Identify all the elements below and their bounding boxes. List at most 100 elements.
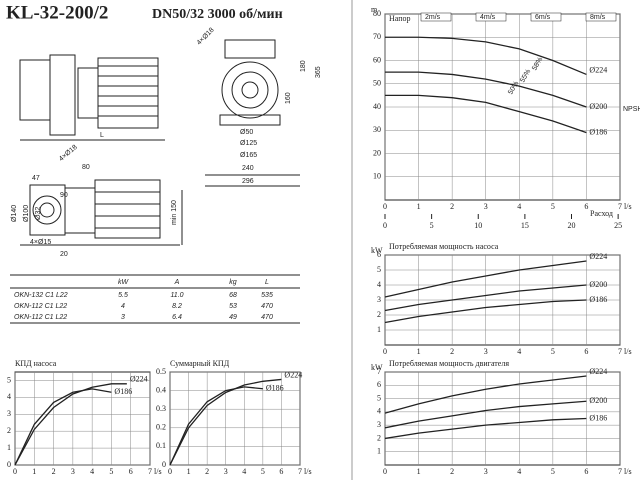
x-tick-label: 1 (187, 467, 191, 476)
x-tick-label: 4 (90, 467, 94, 476)
y-tick-label: 4 (377, 280, 381, 289)
table-header: A (174, 279, 180, 286)
y-tick-label: 4 (377, 407, 381, 416)
table-cell: 49 (229, 314, 237, 321)
table-cell: OKN-132 C1 L22 (14, 292, 68, 299)
x-tick-label: 6 (129, 467, 133, 476)
x-tick-label: 2 (450, 467, 454, 476)
table-header: L (265, 279, 269, 286)
x-tick-label: 0 (13, 467, 17, 476)
y-tick-label: 3 (7, 409, 11, 418)
y-tick-label: 40 (373, 102, 381, 111)
y-tick-label: 30 (373, 125, 381, 134)
series-label: Ø186 (589, 127, 607, 136)
table-cell: 4 (121, 303, 125, 310)
table-cell: 535 (261, 292, 273, 299)
x-tick-label: 5 (551, 202, 555, 211)
series-label: Ø224 (589, 65, 607, 74)
x-tick-label: 2 (450, 202, 454, 211)
dim: 20 (60, 251, 68, 258)
x-tick-label: 0 (383, 202, 387, 211)
annotation: 55% (519, 68, 532, 84)
x-tick-label: 0 (168, 467, 172, 476)
y-tick-label: 0 (162, 460, 166, 469)
x-tick-label: 4 (517, 467, 521, 476)
series-label: Ø224 (284, 370, 302, 379)
x-tick-label: 1 (417, 347, 421, 356)
x2-tick-label: 25 (614, 221, 622, 230)
x2-tick-label: 5 (430, 221, 434, 230)
x-tick-label: 2 (450, 347, 454, 356)
dim: min 150 (171, 200, 178, 225)
series-label: Ø200 (589, 102, 607, 111)
series-line (384, 375, 587, 414)
chart-title: Потребляемая мощность двигателя (389, 359, 509, 368)
table-cell: 11.0 (170, 292, 183, 299)
speed-label: 8m/s (590, 14, 606, 21)
x-tick-label: 6 (584, 467, 588, 476)
x2-tick-label: 0 (383, 221, 387, 230)
x-tick-label: 3 (484, 467, 488, 476)
y-tick-label: 70 (373, 32, 381, 41)
dim: Ø100 (23, 205, 30, 222)
dim: 80 (82, 164, 90, 171)
y-tick-label: 60 (373, 55, 381, 64)
series-label: Ø186 (589, 295, 607, 304)
x-tick-label: 7 (148, 467, 152, 476)
dim: 47 (32, 175, 40, 182)
y-tick-label: 1 (377, 447, 381, 456)
x-unit: l/s (304, 467, 312, 476)
x-tick-label: 7 (618, 202, 622, 211)
dim: 296 (242, 178, 254, 185)
table-cell: 470 (261, 314, 273, 321)
y-tick-label: 2 (7, 426, 11, 435)
table-cell: 68 (229, 292, 237, 299)
dim: Ø50 (240, 129, 253, 136)
x-unit: l/s (624, 202, 632, 211)
y-tick-label: 7 (377, 367, 381, 376)
y-tick-label: 3 (377, 295, 381, 304)
table-cell: OKN-112 C1 L22 (14, 303, 67, 310)
x-tick-label: 1 (417, 467, 421, 476)
dim: 365 (315, 66, 322, 78)
y-tick-label: 0.3 (156, 404, 166, 413)
subtitle: DN50/32 3000 об/мин (152, 7, 283, 22)
series-line (385, 71, 587, 108)
table-cell: 6.4 (172, 314, 182, 321)
dim: 4×Ø18 (58, 144, 79, 163)
y-tick-label: 0.2 (156, 423, 166, 432)
dim: 240 (242, 165, 254, 172)
table-cell: OKN-112 C1 L22 (14, 314, 67, 321)
y-tick-label: 50 (373, 79, 381, 88)
x-tick-label: 3 (484, 202, 488, 211)
y-unit: kW (371, 246, 383, 255)
x-tick-label: 7 (618, 467, 622, 476)
table-cell: 8.2 (172, 303, 182, 310)
x-tick-label: 7 (298, 467, 302, 476)
x-tick-label: 6 (279, 467, 283, 476)
y-tick-label: 5 (7, 375, 11, 384)
series-label: Ø186 (266, 384, 284, 393)
x-tick-label: 6 (584, 347, 588, 356)
x2-tick-label: 20 (568, 221, 576, 230)
x-tick-label: 1 (32, 467, 36, 476)
dim: 160 (285, 92, 292, 104)
y-tick-label: 1 (7, 443, 11, 452)
x-tick-label: 5 (551, 467, 555, 476)
series-line (385, 94, 587, 134)
y-tick-label: 0 (7, 460, 11, 469)
series-label: Ø224 (130, 375, 148, 384)
x2-tick-label: 15 (521, 221, 529, 230)
drawing (10, 39, 300, 324)
series-line (384, 260, 587, 298)
x-unit: l/s (154, 467, 162, 476)
x-tick-label: 0 (383, 467, 387, 476)
y-tick-label: 4 (7, 392, 11, 401)
annotation: 58% (531, 56, 544, 72)
x-tick-label: 2 (52, 467, 56, 476)
y-tick-label: 2 (377, 310, 381, 319)
x-tick-label: 7 (618, 347, 622, 356)
chart-title: Потребляемая мощность насоса (389, 242, 499, 251)
table-cell: 470 (261, 303, 273, 310)
